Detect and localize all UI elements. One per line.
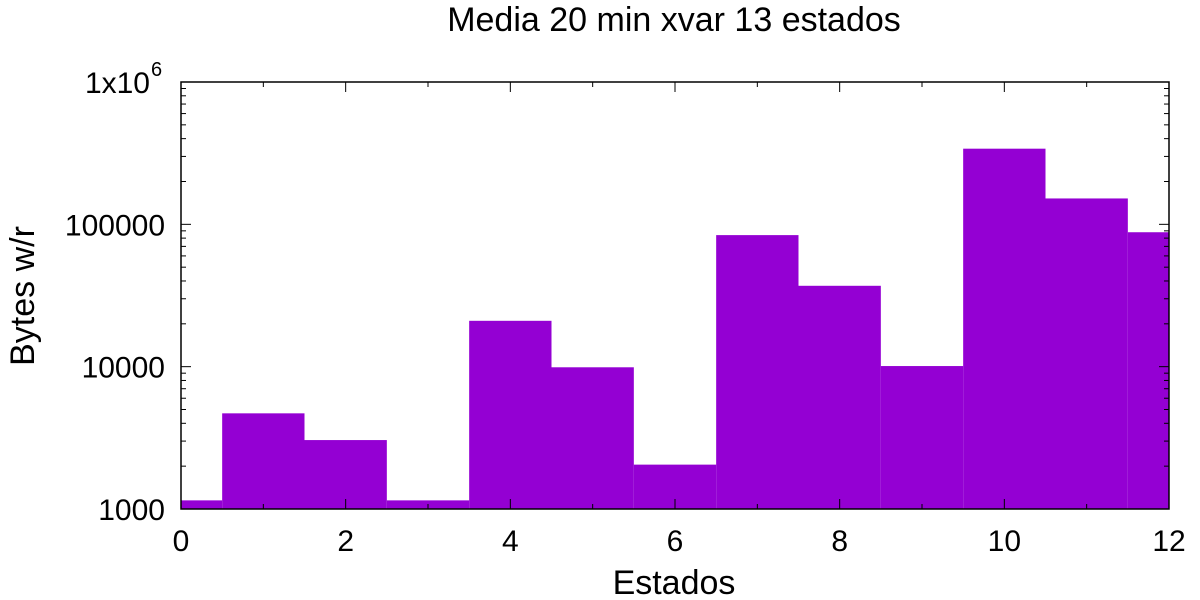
bar bbox=[181, 500, 223, 509]
y-tick-label: 1x10 bbox=[85, 67, 150, 100]
bar bbox=[1045, 198, 1128, 509]
y-tick-label: 1000 bbox=[98, 494, 165, 527]
bar bbox=[963, 148, 1046, 510]
x-tick-label: 6 bbox=[667, 525, 684, 558]
bar bbox=[1127, 232, 1169, 510]
y-ticks: 1000 10000 100000 1x10 6 bbox=[65, 59, 1169, 527]
x-tick-label: 4 bbox=[502, 525, 519, 558]
bar bbox=[798, 285, 881, 509]
x-tick-label: 8 bbox=[831, 525, 848, 558]
x-tick-label: 0 bbox=[173, 525, 190, 558]
x-tick-label: 2 bbox=[337, 525, 354, 558]
x-axis-label: Estados bbox=[613, 564, 736, 600]
chart-title: Media 20 min xvar 13 estados bbox=[447, 1, 901, 39]
bar bbox=[716, 235, 799, 510]
y-tick-exponent: 6 bbox=[151, 59, 162, 81]
x-tick-label: 10 bbox=[988, 525, 1021, 558]
bar bbox=[551, 367, 634, 509]
y-tick-label: 10000 bbox=[82, 352, 165, 385]
bar bbox=[469, 320, 552, 509]
x-ticks: 0 2 4 6 8 10 12 bbox=[173, 82, 1186, 558]
plot-frame bbox=[180, 81, 1170, 510]
bars bbox=[181, 148, 1169, 510]
bar bbox=[880, 366, 964, 509]
bar bbox=[222, 413, 305, 509]
y-axis-label: Bytes w/r bbox=[4, 226, 42, 366]
bar bbox=[304, 440, 387, 509]
y-tick-label: 100000 bbox=[65, 209, 165, 242]
x-tick-label: 12 bbox=[1152, 525, 1185, 558]
